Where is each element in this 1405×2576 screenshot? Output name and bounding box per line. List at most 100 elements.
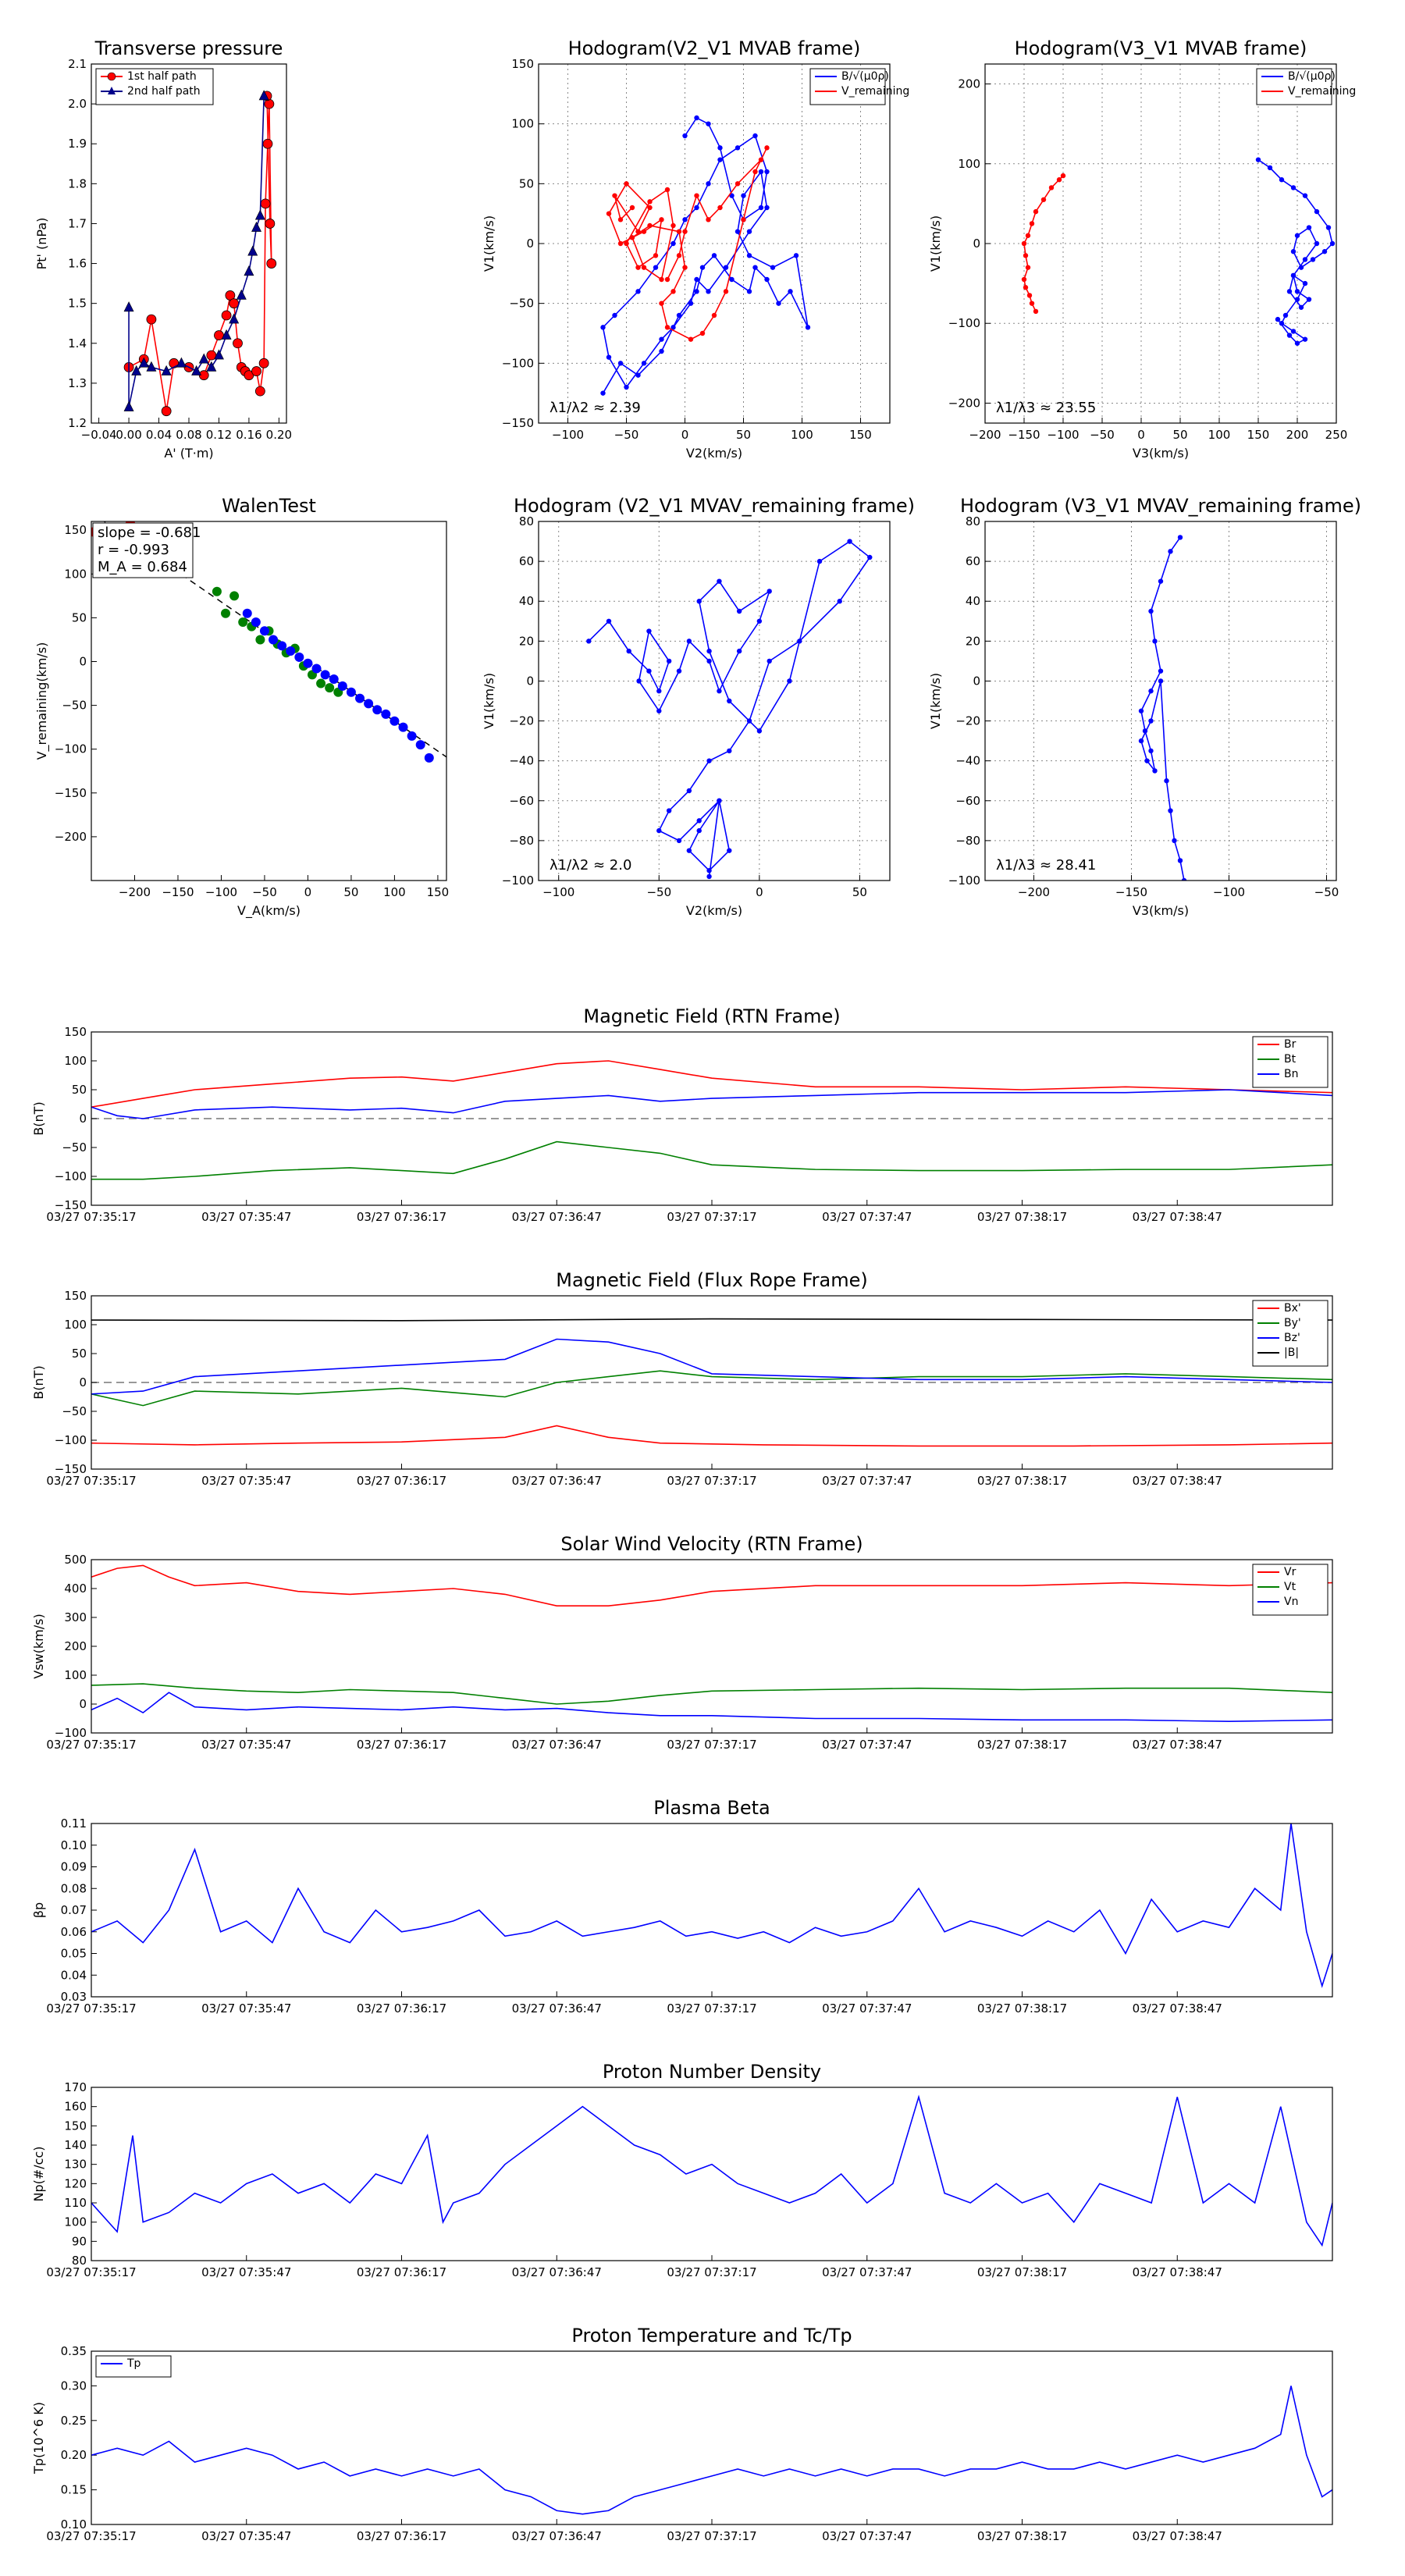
data-point xyxy=(1314,240,1320,247)
data-point xyxy=(1302,280,1308,286)
data-point xyxy=(686,639,692,644)
y-tick-label: 80 xyxy=(72,2254,87,2268)
data-point xyxy=(1329,240,1336,247)
x-tick-label: 03/27 07:35:17 xyxy=(46,1210,136,1224)
chart-walen-test: WalenTest −200 −150 −100 −50 0 50 100 150 −200 −15… xyxy=(34,495,449,919)
series-Vn xyxy=(91,1692,1332,1723)
data-point xyxy=(255,635,265,645)
x-tick-label: −0.04 xyxy=(81,428,117,442)
x-tick-label: 03/27 07:36:47 xyxy=(512,1474,602,1488)
data-point xyxy=(1275,316,1281,322)
y-axis-label: βp xyxy=(31,1902,46,1918)
data-point xyxy=(636,678,642,684)
y-tick-label: −150 xyxy=(502,416,534,430)
y-tick-label: 150 xyxy=(64,1289,87,1303)
x-tick-label: 03/27 07:37:47 xyxy=(822,1474,912,1488)
data-point xyxy=(407,731,417,741)
legend-label: V_remaining xyxy=(841,85,909,98)
data-point xyxy=(229,298,240,309)
y-tick-label: −50 xyxy=(62,699,87,713)
y-tick-label: 140 xyxy=(64,2138,87,2152)
y-tick-label: −100 xyxy=(502,356,534,370)
y-tick-label: 50 xyxy=(72,610,87,624)
data-point xyxy=(641,361,647,366)
data-point xyxy=(666,808,672,813)
data-point xyxy=(758,157,764,162)
data-point xyxy=(635,289,641,294)
y-axis-label: B(nT) xyxy=(31,1365,46,1399)
data-point xyxy=(676,668,682,674)
y-tick-label: −50 xyxy=(509,297,534,311)
x-tick-label: 0 xyxy=(304,885,312,899)
data-point xyxy=(138,357,149,368)
series-2nd half path xyxy=(123,90,269,411)
x-tick-label: 03/27 07:35:47 xyxy=(201,2265,291,2279)
data-point xyxy=(247,245,258,256)
y-tick-label: 1.3 xyxy=(68,376,87,390)
data-point xyxy=(635,229,641,234)
axes-frame xyxy=(538,63,891,424)
data-point xyxy=(1164,778,1169,784)
legend: Vr Vt Vn xyxy=(1252,1564,1329,1616)
x-tick-label: 03/27 07:38:17 xyxy=(977,1474,1067,1488)
data-point xyxy=(706,873,712,880)
data-point xyxy=(659,301,664,306)
data-point xyxy=(682,133,688,139)
x-tick-label: 03/27 07:36:17 xyxy=(357,1738,446,1752)
x-tick-label: −150 xyxy=(162,885,194,899)
series-middle xyxy=(212,586,343,697)
data-point xyxy=(355,693,365,703)
y-tick-label: −100 xyxy=(55,1433,87,1447)
series-beta xyxy=(91,1823,1332,1988)
chart-hodogram-v3-v1-mvab: Hodogram(V3_V1 MVAB frame) −200 −150 −100 −5… xyxy=(928,37,1356,461)
data-point xyxy=(1294,289,1300,294)
axes-frame xyxy=(91,1823,1333,1998)
data-point xyxy=(624,384,629,390)
y-tick-label: 0.35 xyxy=(61,2344,87,2358)
x-tick-label: 03/27 07:37:47 xyxy=(822,1210,912,1224)
x-tick-label: 100 xyxy=(791,428,813,442)
data-point xyxy=(706,121,711,126)
chart-title: Hodogram (V3_V1 MVAV_remaining frame) xyxy=(960,495,1361,517)
y-tick-label: 150 xyxy=(64,1025,87,1039)
legend-label: Bz' xyxy=(1284,1332,1300,1344)
y-tick-label: −40 xyxy=(955,754,980,768)
y-tick-label: 160 xyxy=(64,2100,87,2114)
data-point xyxy=(1181,877,1187,881)
data-point xyxy=(659,336,664,342)
data-point xyxy=(706,289,711,294)
ratio-annotation: λ1/λ3 ≈ 28.41 xyxy=(996,857,1096,873)
y-tick-label: 100 xyxy=(958,157,980,171)
y-tick-label: 130 xyxy=(64,2158,87,2172)
data-point xyxy=(664,276,670,283)
axes-frame xyxy=(91,63,287,424)
x-tick-label: −100 xyxy=(542,885,574,899)
x-tick-label: 200 xyxy=(1286,428,1309,442)
legend-label: Vn xyxy=(1284,1596,1298,1608)
chart-title: Magnetic Field (Flux Rope Frame) xyxy=(556,1269,867,1291)
x-tick-label: −50 xyxy=(1314,885,1339,899)
y-tick-label: 80 xyxy=(519,514,534,528)
data-point xyxy=(600,325,606,330)
data-point xyxy=(251,617,261,628)
y-tick-label: −200 xyxy=(948,396,980,410)
series-line xyxy=(91,1564,1332,1606)
data-point xyxy=(1298,265,1304,270)
data-point xyxy=(1138,738,1144,744)
series-line xyxy=(91,1318,1332,1322)
data-point xyxy=(1177,535,1183,540)
y-tick-label: 50 xyxy=(72,1083,87,1097)
y-tick-label: 100 xyxy=(64,1668,87,1682)
data-point xyxy=(847,539,852,544)
data-point xyxy=(1023,285,1029,290)
x-tick-label: 03/27 07:37:17 xyxy=(667,2529,756,2543)
y-tick-label: 0 xyxy=(79,1375,87,1389)
data-point xyxy=(735,181,741,187)
x-tick-label: 03/27 07:35:47 xyxy=(201,2529,291,2543)
legend-label: 2nd half path xyxy=(127,85,201,98)
data-point xyxy=(764,276,770,283)
y-tick-label: 0.15 xyxy=(61,2483,87,2497)
y-tick-label: −20 xyxy=(509,714,534,728)
data-point xyxy=(1302,257,1308,262)
x-tick-label: 0.08 xyxy=(176,428,201,442)
